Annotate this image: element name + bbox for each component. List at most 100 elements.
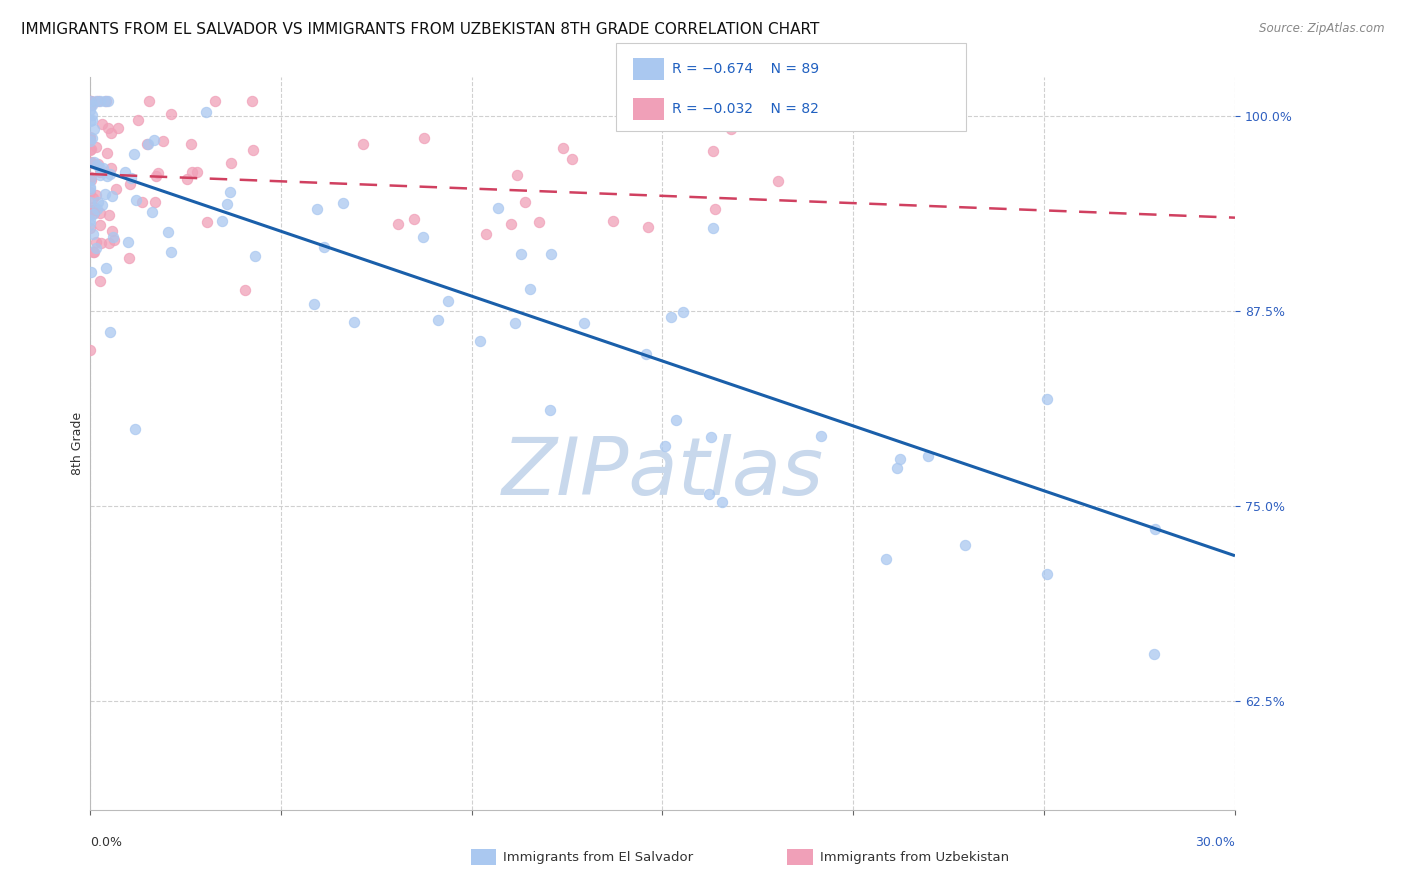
Point — [437, 294, 460, 309]
Point — [488, 201, 510, 215]
Point — [204, 94, 226, 108]
Point — [886, 460, 908, 475]
Point — [93, 94, 115, 108]
Text: ZIPatlas: ZIPatlas — [502, 434, 824, 512]
Point — [672, 304, 695, 318]
Point — [83, 121, 105, 136]
Point — [332, 196, 354, 211]
Point — [1036, 392, 1059, 406]
Point — [156, 225, 179, 239]
Point — [79, 220, 101, 235]
Point — [1036, 567, 1059, 582]
Point — [195, 215, 218, 229]
Point — [89, 169, 111, 183]
Point — [83, 200, 105, 214]
Point — [233, 284, 256, 298]
Point — [124, 194, 146, 208]
Point — [79, 114, 101, 128]
Point — [79, 94, 101, 108]
Point — [97, 208, 120, 222]
Point — [94, 94, 117, 108]
Point — [1144, 522, 1167, 536]
Point — [103, 234, 125, 248]
Point — [98, 325, 121, 339]
Point — [634, 347, 657, 361]
Point — [702, 145, 724, 159]
Point — [475, 227, 498, 242]
Point — [131, 195, 153, 210]
Point — [83, 154, 105, 169]
Text: R = −0.032    N = 82: R = −0.032 N = 82 — [672, 102, 818, 116]
Point — [114, 164, 136, 178]
Point — [519, 282, 541, 296]
Point — [160, 106, 183, 120]
Point — [766, 174, 789, 188]
Point — [79, 132, 101, 146]
Point — [90, 236, 112, 251]
Point — [186, 165, 208, 179]
Point — [720, 121, 742, 136]
Point — [89, 94, 111, 108]
Point — [219, 186, 242, 200]
Point — [87, 94, 110, 108]
Point — [506, 168, 529, 182]
Point — [118, 252, 141, 266]
Point — [875, 552, 897, 566]
Point — [211, 214, 233, 228]
Point — [700, 430, 723, 444]
Point — [402, 211, 425, 226]
Point — [79, 343, 101, 357]
Point — [145, 195, 167, 210]
Point — [79, 143, 101, 157]
Point — [79, 213, 101, 227]
Point — [122, 147, 145, 161]
Point — [79, 155, 101, 169]
Point — [84, 188, 107, 202]
Point — [87, 194, 110, 209]
Point — [80, 173, 103, 187]
Point — [103, 230, 125, 244]
Point — [509, 247, 531, 261]
Point — [100, 126, 122, 140]
Point — [79, 94, 101, 108]
Point — [96, 169, 118, 184]
Point — [80, 142, 103, 156]
Point — [146, 166, 169, 180]
Point — [79, 179, 101, 194]
Point — [413, 130, 436, 145]
Point — [703, 202, 725, 217]
Point — [83, 202, 105, 217]
Point — [136, 137, 159, 152]
Point — [180, 164, 202, 178]
Point — [100, 224, 122, 238]
Point — [86, 202, 108, 217]
Point — [127, 112, 149, 127]
Point — [426, 313, 449, 327]
Point — [242, 144, 264, 158]
Point — [83, 202, 105, 217]
Point — [86, 158, 108, 172]
Point — [80, 170, 103, 185]
Point — [105, 182, 128, 196]
Point — [93, 187, 115, 202]
Point — [96, 145, 118, 160]
Text: 30.0%: 30.0% — [1195, 837, 1234, 849]
Point — [176, 172, 198, 186]
Point — [79, 173, 101, 187]
Point — [661, 310, 683, 324]
Point — [180, 136, 202, 151]
Point — [219, 155, 242, 169]
Point — [83, 206, 105, 220]
Point — [89, 218, 111, 232]
Point — [100, 161, 122, 175]
Point — [90, 118, 112, 132]
Point — [91, 198, 114, 212]
Point — [80, 108, 103, 122]
Point — [82, 98, 104, 112]
Point — [499, 217, 522, 231]
Point — [82, 156, 104, 170]
Point — [527, 215, 550, 229]
Text: IMMIGRANTS FROM EL SALVADOR VS IMMIGRANTS FROM UZBEKISTAN 8TH GRADE CORRELATION : IMMIGRANTS FROM EL SALVADOR VS IMMIGRANT… — [21, 22, 820, 37]
Point — [82, 191, 104, 205]
Point — [302, 297, 325, 311]
